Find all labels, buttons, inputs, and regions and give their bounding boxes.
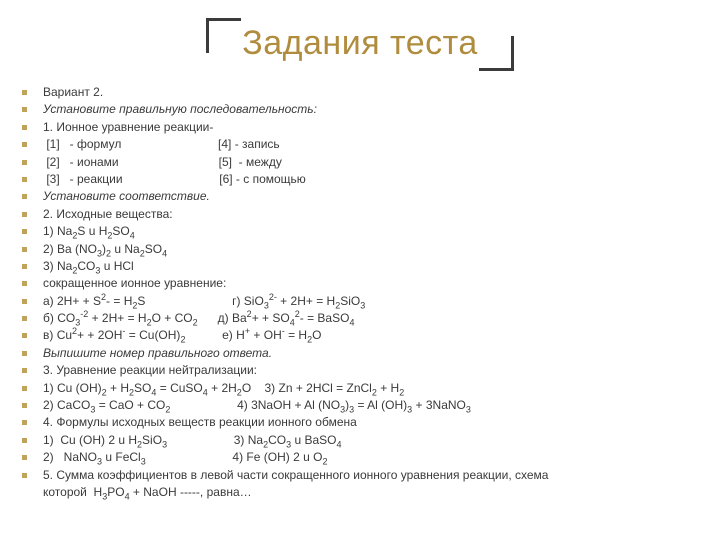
line-variant: Вариант 2. [22,84,700,101]
bullet-icon [22,473,27,478]
list-item: в) Cu2+ + 2OH- = Cu(OH)2 е) H+ + OH- = H… [22,327,700,344]
text: 2) CaCO3 = CaO + CO2 4) 3NaOH + Al (NO3)… [43,397,700,414]
text: Установите соответствие. [43,188,700,205]
list-item: 5. Сумма коэффициентов в левой части сок… [22,467,700,484]
list-item: а) 2H+ + S2- = H2S г) SiO32- + 2H+ = H2S… [22,293,700,310]
text: [1] - формул [4] - запись [43,136,700,153]
text: Вариант 2. [43,84,570,101]
text: 2) Ba (NO3)2 u Na2SO4 [43,241,700,258]
bullet-icon [22,420,27,425]
text: 3) Na2CO3 u HCl [43,258,700,275]
corner-top-left [206,18,241,53]
list-item: [2] - ионами [5] - между [22,154,700,171]
bullet-icon [22,368,27,373]
text: 1. Ионное уравнение реакции- [43,119,700,136]
title-wrap: Задания теста [0,18,720,69]
text: 1) Na2S u H2SO4 [43,223,700,240]
text: сокращенное ионное уравнение: [43,275,700,292]
text: 1) Cu (OH)2 + H2SO4 = CuSO4 + 2H2O 3) Zn… [43,380,700,397]
bullet-icon [22,264,27,269]
list-item: сокращенное ионное уравнение: [22,275,700,292]
bullet-icon [22,333,27,338]
list-item: 2) CaCO3 = CaO + CO2 4) 3NaOH + Al (NO3)… [22,397,700,414]
list-item: 1. Ионное уравнение реакции- [22,119,700,136]
list-item: 2) NaNO3 u FeCl3 4) Fe (OH) 2 u O2 [22,449,700,466]
bullet-icon [22,403,27,408]
bullet-icon [22,316,27,321]
list-item: [1] - формул [4] - запись [22,136,700,153]
bullet-icon [22,107,27,112]
text: [2] - ионами [5] - между [43,154,700,171]
slide: Задания теста Вариант 2. Установите прав… [0,0,720,540]
text: Установите правильную последовательность… [43,101,700,118]
text: 4. Формулы исходных веществ реакции ионн… [43,414,700,431]
bullet-icon [22,455,27,460]
text: Выпишите номер правильного ответа. [43,345,700,362]
bullet-icon [22,194,27,199]
slide-title: Задания теста [242,24,478,63]
list-item: 1) Na2S u H2SO4 [22,223,700,240]
text: 5. Сумма коэффициентов в левой части сок… [43,467,700,484]
bullet-icon [22,386,27,391]
bullet-icon [22,90,27,95]
text: которой H3PO4 + NaOH -----, равна… [43,484,700,501]
text: 3. Уравнение реакции нейтрализации: [43,362,700,379]
list-item: 3) Na2CO3 u HCl [22,258,700,275]
title-bracket: Задания теста [212,18,508,69]
list-item: 2) Ba (NO3)2 u Na2SO4 [22,241,700,258]
text: 2. Исходные вещества: [43,206,700,223]
bullet-icon [22,299,27,304]
text: б) CO3-2 + 2H+ = H2O + CO2 д) Ba2+ + SO4… [43,310,700,327]
list-item: 3. Уравнение реакции нейтрализации: [22,362,700,379]
text: в) Cu2+ + 2OH- = Cu(OH)2 е) H+ + OH- = H… [43,327,700,344]
list-item: Установите правильную последовательность… [22,101,700,118]
list-item: 1) Cu (OH) 2 u H2SiO3 3) Na2CO3 u BaSO4 [22,432,700,449]
list-item: 1) Cu (OH)2 + H2SO4 = CuSO4 + 2H2O 3) Zn… [22,380,700,397]
list-item: которой H3PO4 + NaOH -----, равна… [22,484,700,501]
list-item: Выпишите номер правильного ответа. [22,345,700,362]
bullet-icon [22,177,27,182]
bullet-icon [22,142,27,147]
bullet-icon [22,125,27,130]
bullet-icon [22,247,27,252]
text: а) 2H+ + S2- = H2S г) SiO32- + 2H+ = H2S… [43,293,700,310]
bullet-icon [22,212,27,217]
text: [3] - реакции [6] - с помощью [43,171,700,188]
text: 1) Cu (OH) 2 u H2SiO3 3) Na2CO3 u BaSO4 [43,432,700,449]
list-item: Установите соответствие. [22,188,700,205]
bullet-icon [22,438,27,443]
bullet-icon [22,160,27,165]
list-item: 4. Формулы исходных веществ реакции ионн… [22,414,700,431]
list-item: б) CO3-2 + 2H+ = H2O + CO2 д) Ba2+ + SO4… [22,310,700,327]
bullet-icon [22,351,27,356]
bullet-icon [22,229,27,234]
slide-body: Вариант 2. Установите правильную последо… [22,84,700,501]
list-item: 2. Исходные вещества: [22,206,700,223]
text: 2) NaNO3 u FeCl3 4) Fe (OH) 2 u O2 [43,449,700,466]
bullet-icon [22,281,27,286]
corner-bottom-right [479,36,514,71]
list-item: [3] - реакции [6] - с помощью [22,171,700,188]
